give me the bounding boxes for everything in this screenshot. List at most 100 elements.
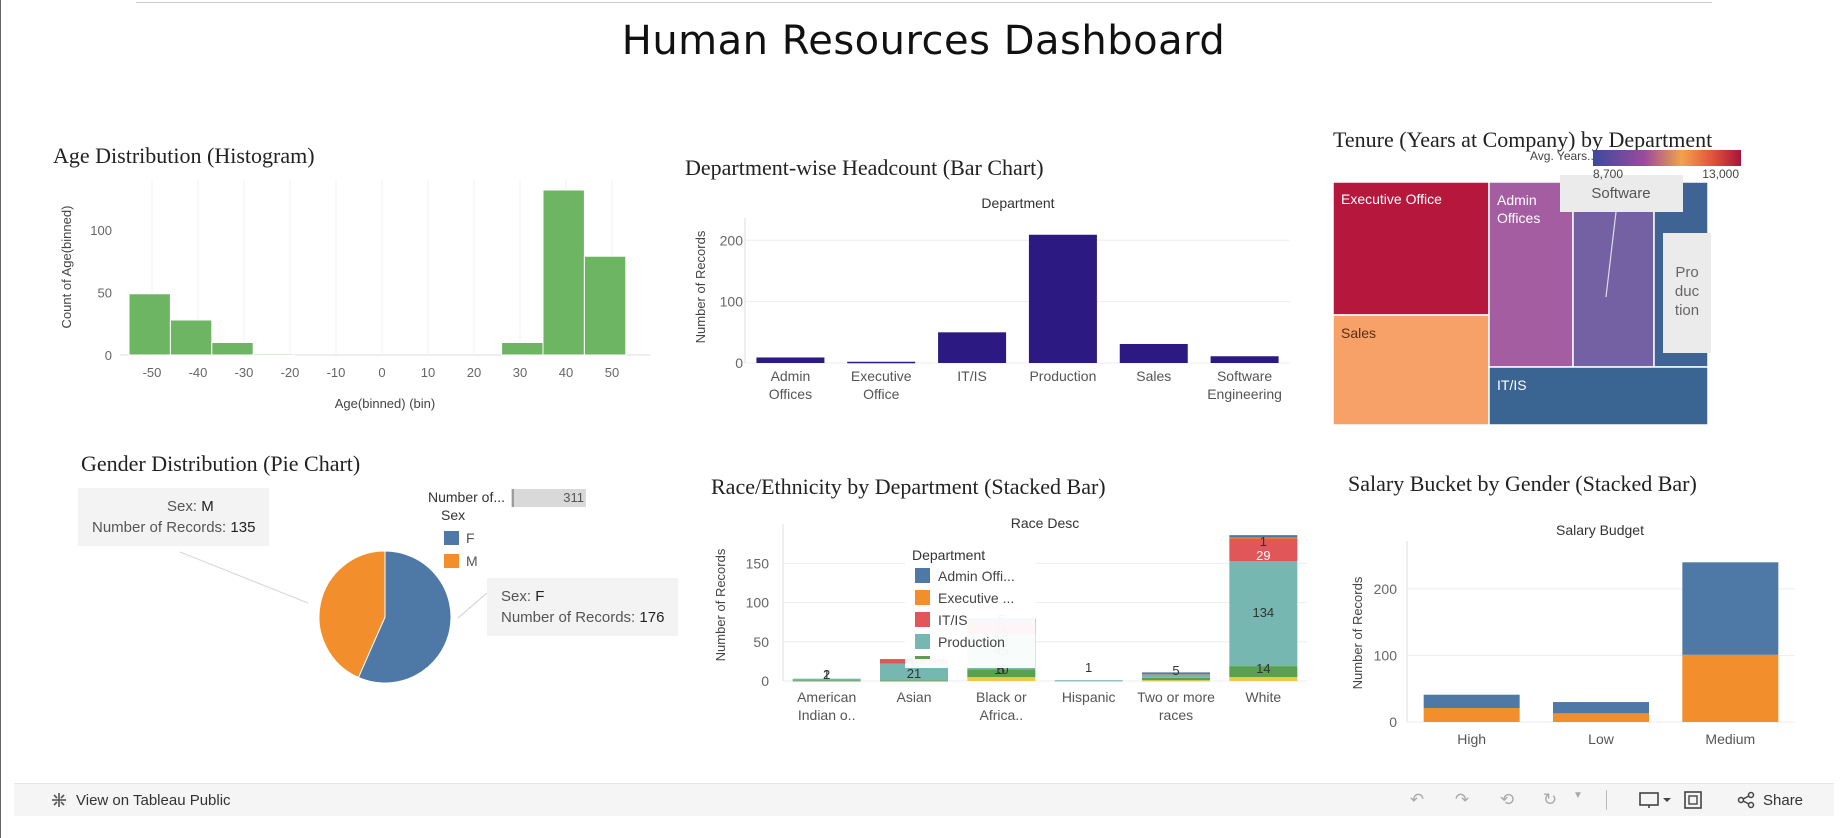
race-y-tick: 50 (753, 634, 769, 650)
race-bar-segment (967, 669, 1036, 678)
tooltip-female: Sex: F Number of Records: 176 (487, 578, 679, 636)
race-bar-segment (1142, 677, 1210, 681)
race-legend-swatch (915, 634, 930, 649)
gender-legend-label: M (466, 553, 478, 569)
dept-x-tick: Executive Office (851, 368, 912, 402)
gender-chart-title: Gender Distribution (Pie Chart) (81, 451, 361, 476)
race-legend-label: Production (938, 634, 1005, 650)
age-x-tick: 50 (605, 365, 619, 380)
age-x-tick: 20 (467, 365, 481, 380)
tenure-cell (1332, 181, 1490, 316)
dashboard-border (0, 0, 1, 838)
dept-y-axis-label: Number of Records (693, 230, 708, 343)
tenure-chart-title: Tenure (Years at Company) by Department (1333, 127, 1713, 152)
tenure-legend-min: 8,700 (1593, 167, 1623, 181)
dept-y-tick: 0 (735, 355, 743, 371)
tooltip-female-records-label: Number of Records: (501, 609, 636, 626)
gender-legend-swatch (444, 554, 459, 568)
gender-leader-female (457, 592, 488, 619)
dept-bar (756, 357, 825, 363)
race-legend-label: Executive ... (938, 590, 1014, 606)
salary-chart-title: Salary Bucket by Gender (Stacked Bar) (1348, 471, 1697, 496)
race-legend-label: Admin Offi... (938, 568, 1015, 584)
dept-headcount-chart[interactable]: Department 0 100 200 Admin Offices Executive Of… (685, 190, 1305, 410)
undo-icon[interactable]: ↶ (1409, 790, 1425, 809)
dept-x-tick: IT/IS (957, 368, 987, 384)
race-stacked-chart[interactable]: Race Desc 0 50 100 150 American Indian o.. Asia… (705, 510, 1325, 730)
view-on-tableau-link[interactable]: View on Tableau Public (50, 791, 231, 809)
race-bar-segment (967, 677, 1036, 681)
dept-x-tick: Sales (1136, 368, 1171, 384)
tenure-label-admin: Admin Offices (1497, 192, 1540, 226)
gender-pie-slice (357, 550, 452, 684)
race-bar-segment (1142, 672, 1210, 674)
race-data-label: 1 (1085, 660, 1092, 675)
tooltip-female-sex-value: F (535, 588, 545, 605)
tenure-tooltip-software (1560, 175, 1683, 212)
tenure-legend-title: Avg. Years... (1530, 149, 1597, 163)
age-x-tick: -40 (189, 365, 208, 380)
salary-bar-segment (1682, 654, 1779, 722)
tenure-treemap[interactable]: Executive Office Sales Admin Offices IT/IS So… (1330, 145, 1750, 425)
dashboard-top-rule (136, 2, 1712, 3)
race-legend-label: IT/IS (938, 612, 968, 628)
race-bar-segment (1142, 680, 1210, 682)
salary-bar-segment (1682, 562, 1779, 655)
race-legend-swatch (915, 612, 930, 627)
tenure-tooltip-production-text: Pro duc tion (1675, 264, 1700, 319)
age-bar (252, 353, 296, 356)
salary-bar-segment (1423, 694, 1520, 709)
age-x-tick: -50 (143, 365, 162, 380)
race-bar-segment (1229, 538, 1298, 562)
race-data-label: 2 (823, 667, 830, 682)
tenure-tooltip-software-text: Software (1591, 185, 1650, 202)
race-y-tick: 100 (746, 595, 770, 611)
toolbar-divider (1606, 790, 1607, 810)
dept-y-tick: 200 (720, 232, 744, 248)
fullscreen-icon[interactable] (1682, 790, 1704, 810)
refresh-menu-chevron-icon[interactable]: ▼ (1573, 790, 1583, 801)
race-x-tick: American Indian o.. (797, 689, 856, 723)
tableau-toolbar: View on Tableau Public ↶ ↷ ⟲ ↻ ▼ Share (14, 783, 1834, 816)
age-x-tick: -10 (327, 365, 346, 380)
race-data-label: 5 (998, 662, 1005, 677)
salary-y-tick: 100 (1374, 647, 1398, 663)
tooltip-male-sex-label: Sex: (167, 498, 198, 515)
age-x-axis-label: Age(binned) (bin) (335, 396, 435, 411)
redo-icon[interactable]: ↷ (1454, 790, 1470, 809)
age-bar (542, 189, 585, 356)
download-icon[interactable] (1637, 790, 1673, 810)
refresh-icon[interactable]: ↻ (1542, 790, 1558, 809)
race-bar-segment (1229, 535, 1298, 538)
share-button[interactable]: Share (1737, 791, 1803, 809)
age-x-tick: 30 (513, 365, 527, 380)
dept-x-tick: Production (1029, 368, 1096, 384)
gender-legend-count-bar (511, 489, 586, 507)
tenure-cell (1572, 181, 1655, 368)
race-y-tick: 150 (746, 555, 770, 571)
tooltip-female-records-value: 176 (639, 609, 665, 626)
salary-stacked-chart[interactable]: Salary Budget 0 100 200 High Low Medium Number … (1340, 515, 1810, 755)
tooltip-female-sex-label: Sex: (501, 588, 532, 605)
tenure-cell (1488, 366, 1709, 425)
age-x-tick: 0 (378, 365, 385, 380)
age-x-tick: 10 (421, 365, 435, 380)
salary-x-tick: Low (1588, 731, 1615, 747)
salary-x-tick: High (1457, 731, 1486, 747)
age-x-tick: 40 (559, 365, 573, 380)
age-chart-title: Age Distribution (Histogram) (53, 143, 315, 168)
race-x-tick: Hispanic (1062, 689, 1116, 705)
race-header: Race Desc (1011, 515, 1079, 531)
salary-bar-segment (1423, 708, 1520, 722)
race-x-tick: White (1245, 689, 1281, 705)
race-legend-bg (905, 548, 1035, 668)
dept-header: Department (981, 195, 1054, 211)
age-y-tick: 50 (98, 286, 112, 301)
view-on-tableau-label: View on Tableau Public (76, 791, 231, 809)
age-histogram[interactable]: -50 -40 -30 -20 -10 0 10 20 30 40 50 0 50 100 Age(binn… (50, 170, 660, 420)
age-bar (128, 293, 171, 356)
dept-chart-title: Department-wise Headcount (Bar Chart) (685, 155, 1044, 180)
race-data-label: 1 (1260, 534, 1267, 549)
revert-icon[interactable]: ⟲ (1499, 790, 1515, 809)
